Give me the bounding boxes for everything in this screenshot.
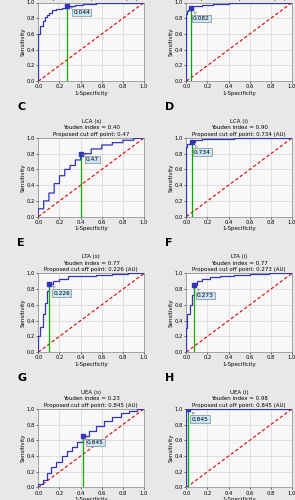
Y-axis label: Sensitivity: Sensitivity <box>168 163 173 192</box>
Title: AAL (s)
Youden index = 0.69
Proposed cut off point: 0.044 (AU): AAL (s) Youden index = 0.69 Proposed cut… <box>44 0 138 2</box>
Text: 0.082: 0.082 <box>193 12 209 20</box>
X-axis label: 1-Specificity: 1-Specificity <box>74 226 108 231</box>
X-axis label: 1-Specificity: 1-Specificity <box>222 362 256 366</box>
Text: H: H <box>165 374 174 384</box>
X-axis label: 1-Specificity: 1-Specificity <box>74 362 108 366</box>
Y-axis label: Sensitivity: Sensitivity <box>20 298 25 327</box>
Text: 0.845: 0.845 <box>192 412 209 422</box>
X-axis label: 1-Specificity: 1-Specificity <box>222 226 256 231</box>
Text: D: D <box>165 102 174 113</box>
X-axis label: 1-Specificity: 1-Specificity <box>74 91 108 96</box>
Y-axis label: Sensitivity: Sensitivity <box>20 28 25 56</box>
Title: AAL (i)
Youden index = 0.88
Proposed cut off point: 0.082 (AU): AAL (i) Youden index = 0.88 Proposed cut… <box>192 0 286 2</box>
Y-axis label: Sensitivity: Sensitivity <box>168 28 173 56</box>
Text: 0.273: 0.273 <box>197 289 214 298</box>
X-axis label: 1-Specificity: 1-Specificity <box>74 497 108 500</box>
Text: 0.47: 0.47 <box>83 155 99 162</box>
Title: UEA (i)
Youden index = 0.98
Proposed cut off point: 0.845 (AU): UEA (i) Youden index = 0.98 Proposed cut… <box>192 390 286 407</box>
Text: E: E <box>17 238 25 248</box>
Y-axis label: Sensitivity: Sensitivity <box>20 163 25 192</box>
Y-axis label: Sensitivity: Sensitivity <box>20 434 25 462</box>
Title: LCA (s)
Youden index = 0.40
Proposed cut off point: 0.47: LCA (s) Youden index = 0.40 Proposed cut… <box>53 119 130 137</box>
Title: LTA (i)
Youden index = 0.77
Proposed cut off point: 0.273 (AU): LTA (i) Youden index = 0.77 Proposed cut… <box>192 254 286 272</box>
Y-axis label: Sensitivity: Sensitivity <box>168 434 173 462</box>
Text: G: G <box>17 374 26 384</box>
Text: C: C <box>17 102 25 113</box>
Text: F: F <box>165 238 173 248</box>
Title: UEA (s)
Youden index = 0.23
Proposed cut off point: 0.845 (AU): UEA (s) Youden index = 0.23 Proposed cut… <box>44 390 138 407</box>
X-axis label: 1-Specificity: 1-Specificity <box>222 497 256 500</box>
Title: LTA (s)
Youden index = 0.77
Proposed cut off point: 0.226 (AU): LTA (s) Youden index = 0.77 Proposed cut… <box>44 254 138 272</box>
Text: 0.226: 0.226 <box>53 286 70 296</box>
X-axis label: 1-Specificity: 1-Specificity <box>222 91 256 96</box>
Text: 0.044: 0.044 <box>71 8 90 15</box>
Text: 0.845: 0.845 <box>85 438 104 445</box>
Title: LCA (i)
Youden index = 0.90
Proposed cut off point: 0.734 (AU): LCA (i) Youden index = 0.90 Proposed cut… <box>192 119 286 137</box>
Text: 0.734: 0.734 <box>194 146 211 154</box>
Y-axis label: Sensitivity: Sensitivity <box>168 298 173 327</box>
